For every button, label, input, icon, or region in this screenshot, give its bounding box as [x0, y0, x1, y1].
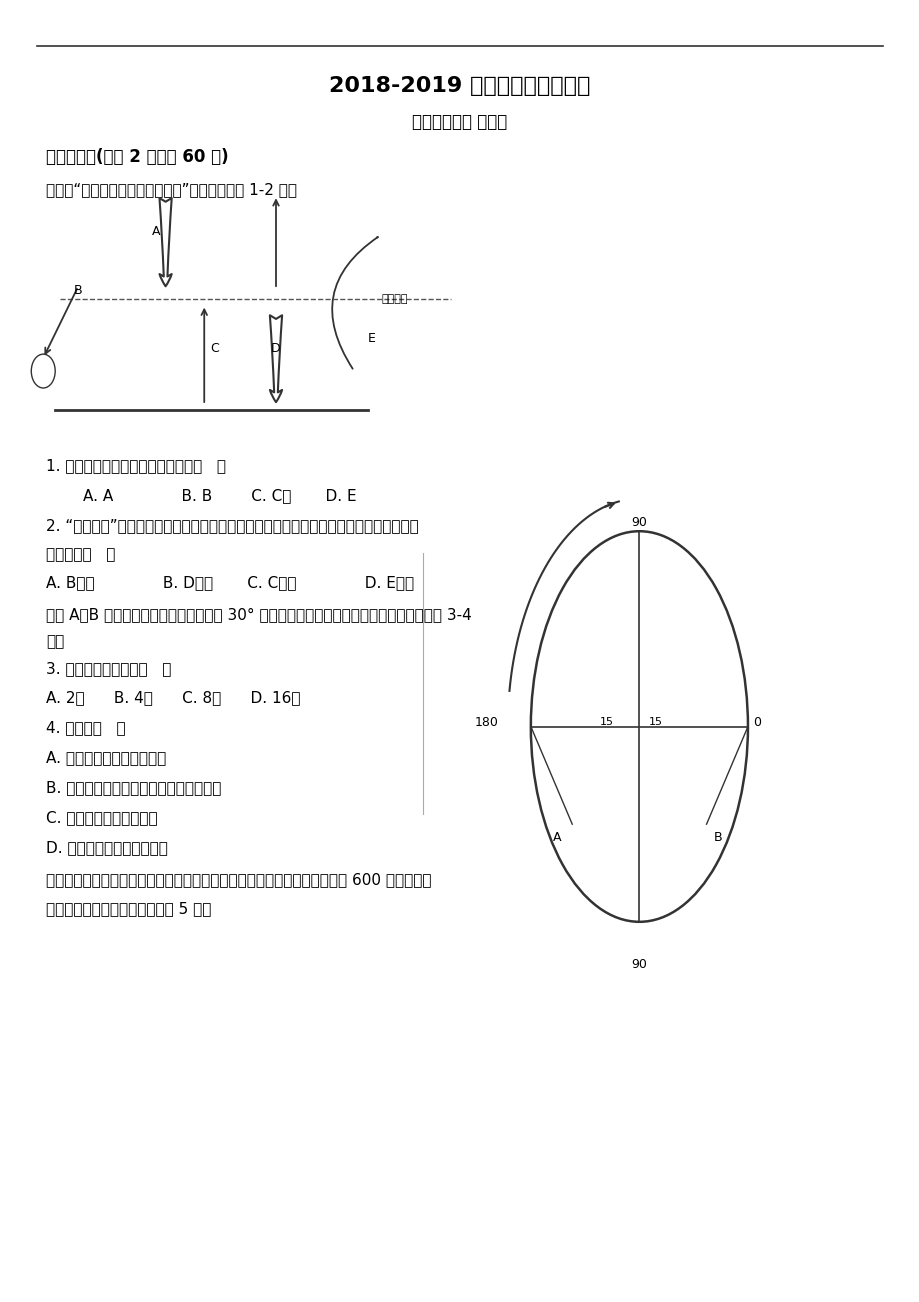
- Text: 图中 A、B 两点分别是晨线、昿线与北纬 30° 纬线的交点（图中数字的单位均为度）。回答 3-4: 图中 A、B 两点分别是晨线、昿线与北纬 30° 纬线的交点（图中数字的单位均为…: [46, 607, 471, 622]
- Text: 朗的夜间（   ）: 朗的夜间（ ）: [46, 547, 115, 562]
- Text: A: A: [152, 224, 161, 237]
- Text: C: C: [210, 341, 219, 354]
- Text: 2018-2019 学年第二次地理月考: 2018-2019 学年第二次地理月考: [329, 76, 590, 95]
- Text: 下列两幅图中，左幅为某区域热力环流剪面示意图，右幅为该环流近地面与 600 米高空垂直: 下列两幅图中，左幅为某区域热力环流剪面示意图，右幅为该环流近地面与 600 米高…: [46, 872, 431, 888]
- Text: B. 在北印度洋上自西向东航行的船只顺风: B. 在北印度洋上自西向东航行的船只顺风: [46, 780, 221, 796]
- Text: 一、单选题(每题 2 分，共 60 分): 一、单选题(每题 2 分，共 60 分): [46, 148, 229, 167]
- Text: 3. 此时北京时间是（，   ）: 3. 此时北京时间是（， ）: [46, 661, 171, 677]
- Text: A. 2时      B. 4时      C. 8时      D. 16时: A. 2时 B. 4时 C. 8时 D. 16时: [46, 690, 301, 706]
- Text: B: B: [712, 831, 721, 844]
- Text: 90: 90: [630, 958, 647, 971]
- Text: A. B减弱              B. D减弱       C. C增强              D. E减弱: A. B减弱 B. D减弱 C. C增强 D. E减弱: [46, 575, 414, 591]
- Text: D: D: [270, 341, 279, 354]
- Text: 15: 15: [648, 717, 663, 728]
- Text: 2. “十雾九晴”指的是深秋、冬季和初春的时候，大雾多发生于晴天的清晨，主要是由于晴: 2. “十雾九晴”指的是深秋、冬季和初春的时候，大雾多发生于晴天的清晨，主要是由…: [46, 518, 418, 534]
- Text: D. 东北平原正忙于播种小麦: D. 东北平原正忙于播种小麦: [46, 840, 167, 855]
- Text: 0: 0: [753, 716, 760, 729]
- Text: E: E: [368, 332, 376, 345]
- Text: B: B: [74, 284, 82, 297]
- Text: A. 有利科考队赴南极洲考察: A. 有利科考队赴南极洲考察: [46, 750, 166, 766]
- FancyArrowPatch shape: [332, 237, 378, 368]
- Text: 180: 180: [474, 716, 498, 729]
- Text: 下图是“大气热力作用关联示意图”。读图，完成 1-2 题。: 下图是“大气热力作用关联示意图”。读图，完成 1-2 题。: [46, 182, 297, 198]
- Text: 4. 此季节（   ）: 4. 此季节（ ）: [46, 720, 126, 736]
- Text: C. 开普敦地区处于多雨期: C. 开普敦地区处于多雨期: [46, 810, 157, 825]
- Text: 1. 近地面大气的热量主要直接来自（   ）: 1. 近地面大气的热量主要直接来自（ ）: [46, 458, 226, 474]
- Text: A: A: [552, 831, 562, 844]
- Text: 大气上界: 大气上界: [381, 294, 408, 305]
- Text: 出题人：王嘉 王彩芹: 出题人：王嘉 王彩芹: [412, 113, 507, 132]
- Text: 15: 15: [599, 717, 614, 728]
- Text: 题。: 题。: [46, 634, 64, 650]
- Text: 气压差的分布状况图，读图回答 5 题。: 气压差的分布状况图，读图回答 5 题。: [46, 901, 211, 917]
- Text: 90: 90: [630, 516, 647, 529]
- Text: A. A              B. B        C. C。       D. E: A. A B. B C. C。 D. E: [83, 488, 356, 504]
